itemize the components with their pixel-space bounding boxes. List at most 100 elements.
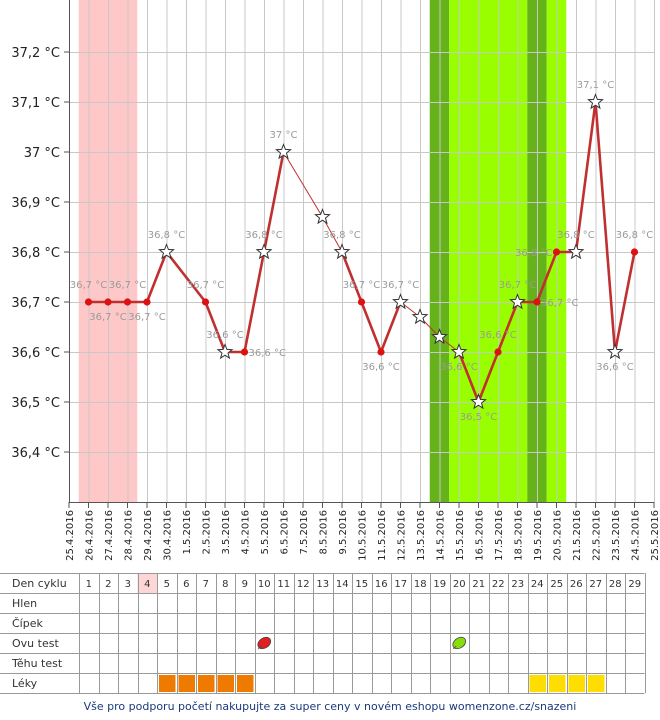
temp-star-marker — [587, 93, 604, 110]
temp-star-marker — [333, 243, 351, 260]
y-axis: 36,4 °C 36,5 °C 36,6 °C 36,7 °C 36,8 °C 36,9 … — [11, 0, 70, 502]
temp-dot-marker — [84, 298, 93, 306]
table-day-number: 11 — [277, 579, 290, 590]
x-tick-label: 29.4.2016 — [143, 510, 154, 561]
x-tick-label: 30.4.2016 — [163, 510, 174, 561]
table-row-label: Těhu test — [11, 657, 63, 670]
temp-data-label: 36,8 °C — [515, 248, 552, 259]
x-tick-label: 13.5.2016 — [416, 510, 427, 561]
table-day-number: 13 — [316, 579, 329, 590]
table-day-number: 28 — [609, 579, 622, 590]
temp-data-label: 36,6 °C — [596, 362, 633, 373]
y-tick-label: 37,1 °C — [11, 96, 60, 111]
line-segment — [574, 100, 597, 254]
x-tick-label: 25.5.2016 — [650, 510, 660, 561]
medication-marker — [198, 675, 215, 692]
temp-star-marker — [567, 243, 585, 260]
line-segment — [204, 300, 227, 354]
table-day-number: 2 — [105, 579, 111, 590]
medication-marker — [178, 675, 195, 692]
table-day-number: 17 — [394, 579, 407, 590]
x-tick-label: 7.5.2016 — [299, 510, 310, 555]
temp-data-label: 36,7 °C — [128, 312, 165, 323]
x-tick-label: 8.5.2016 — [319, 510, 330, 555]
x-tick-label: 10.5.2016 — [358, 510, 369, 561]
temp-dot-marker — [357, 298, 366, 306]
temp-data-label: 36,7 °C — [109, 280, 146, 291]
line-segment — [535, 250, 558, 304]
temp-star-marker — [470, 393, 487, 410]
band-fertile — [449, 0, 528, 502]
x-tick-label: 4.5.2016 — [241, 510, 252, 555]
temp-data-label: 36,8 °C — [323, 230, 360, 241]
table-day-number: 6 — [183, 579, 189, 590]
medication-marker — [237, 675, 254, 692]
cycle-table: Den cyklu Hlen Čípek Ovu test Těhu test Léky 1… — [0, 573, 646, 694]
medication-marker — [549, 675, 566, 692]
table-day-number: 5 — [164, 579, 170, 590]
x-tick-label: 15.5.2016 — [455, 510, 466, 561]
x-tick-label: 19.5.2016 — [533, 510, 544, 561]
line-segment — [165, 250, 207, 304]
temp-data-label: 36,6 °C — [249, 348, 286, 359]
table-day-number: 10 — [258, 579, 271, 590]
medication-marker — [159, 675, 176, 692]
x-tick-label: 18.5.2016 — [514, 510, 525, 561]
temp-star-marker — [606, 343, 624, 360]
x-tick-label: 9.5.2016 — [338, 510, 349, 555]
temp-data-label: 36,7 °C — [382, 280, 419, 291]
temp-data-label: 36,7 °C — [343, 280, 380, 291]
table-day-number: 14 — [336, 579, 349, 590]
y-tick-label: 36,6 °C — [11, 346, 60, 361]
x-tick-label: 2.5.2016 — [202, 510, 213, 555]
table-day-number: 25 — [550, 579, 563, 590]
y-tick-label: 37 °C — [24, 146, 60, 161]
x-tick-label: 20.5.2016 — [553, 510, 564, 561]
medication-marker — [217, 675, 234, 692]
ovu-test-negative-icon — [257, 636, 272, 650]
temp-star-marker — [275, 143, 292, 160]
temp-data-label: 36,8 °C — [616, 230, 653, 241]
temp-star-marker — [314, 208, 331, 225]
table-day-number: 29 — [628, 579, 641, 590]
x-tick-label: 3.5.2016 — [221, 510, 232, 555]
table-row-label: Hlen — [12, 597, 37, 610]
table-day-number: 1 — [86, 579, 92, 590]
temp-data-label: 36,5 °C — [460, 412, 497, 423]
table-row-label: Léky — [12, 677, 38, 690]
temp-star-marker — [158, 243, 175, 260]
line-segment — [243, 250, 266, 354]
temp-data-label: 36,7 °C — [70, 280, 107, 291]
temperature-points: 36,7 °C36,7 °C36,7 °C36,7 °C36,8 °C36,7 … — [70, 80, 653, 423]
table-day-number: 23 — [511, 579, 524, 590]
y-tick-label: 36,5 °C — [11, 396, 60, 411]
x-tick-label: 22.5.2016 — [592, 510, 603, 561]
temp-dot-marker — [494, 348, 502, 356]
x-tick-label: 21.5.2016 — [572, 510, 583, 561]
x-tick-label: 27.4.2016 — [104, 510, 115, 561]
table-day-number: 16 — [375, 579, 388, 590]
x-tick-label: 12.5.2016 — [397, 510, 408, 561]
y-tick-label: 37,2 °C — [11, 46, 60, 61]
temp-star-marker — [255, 243, 273, 260]
x-tick-label: 14.5.2016 — [436, 510, 447, 561]
temp-dot-marker — [123, 298, 132, 306]
temp-dot-marker — [630, 248, 639, 256]
x-tick-label: 16.5.2016 — [475, 510, 486, 561]
table-row-label: Den cyklu — [12, 577, 67, 590]
table-day-number: 12 — [297, 579, 310, 590]
temp-data-label: 37 °C — [270, 130, 298, 141]
x-tick-label: 24.5.2016 — [631, 510, 642, 561]
x-tick-label: 23.5.2016 — [611, 510, 622, 561]
promo-footer-link[interactable]: Vše pro podporu početí nakupujte za supe… — [83, 700, 577, 713]
y-tick-label: 36,8 °C — [11, 246, 60, 261]
medication-marker — [588, 675, 605, 692]
table-day-number: 19 — [433, 579, 446, 590]
line-segment — [360, 300, 383, 354]
cycle-chart: 36,4 °C 36,5 °C 36,6 °C 36,7 °C 36,8 °C 36,9 … — [0, 0, 660, 694]
ovu-test-stem — [257, 645, 262, 650]
ovu-test-positive-icon — [452, 636, 467, 650]
temp-data-label: 36,8 °C — [245, 230, 282, 241]
temp-star-marker — [431, 328, 448, 345]
line-segment — [262, 150, 285, 254]
